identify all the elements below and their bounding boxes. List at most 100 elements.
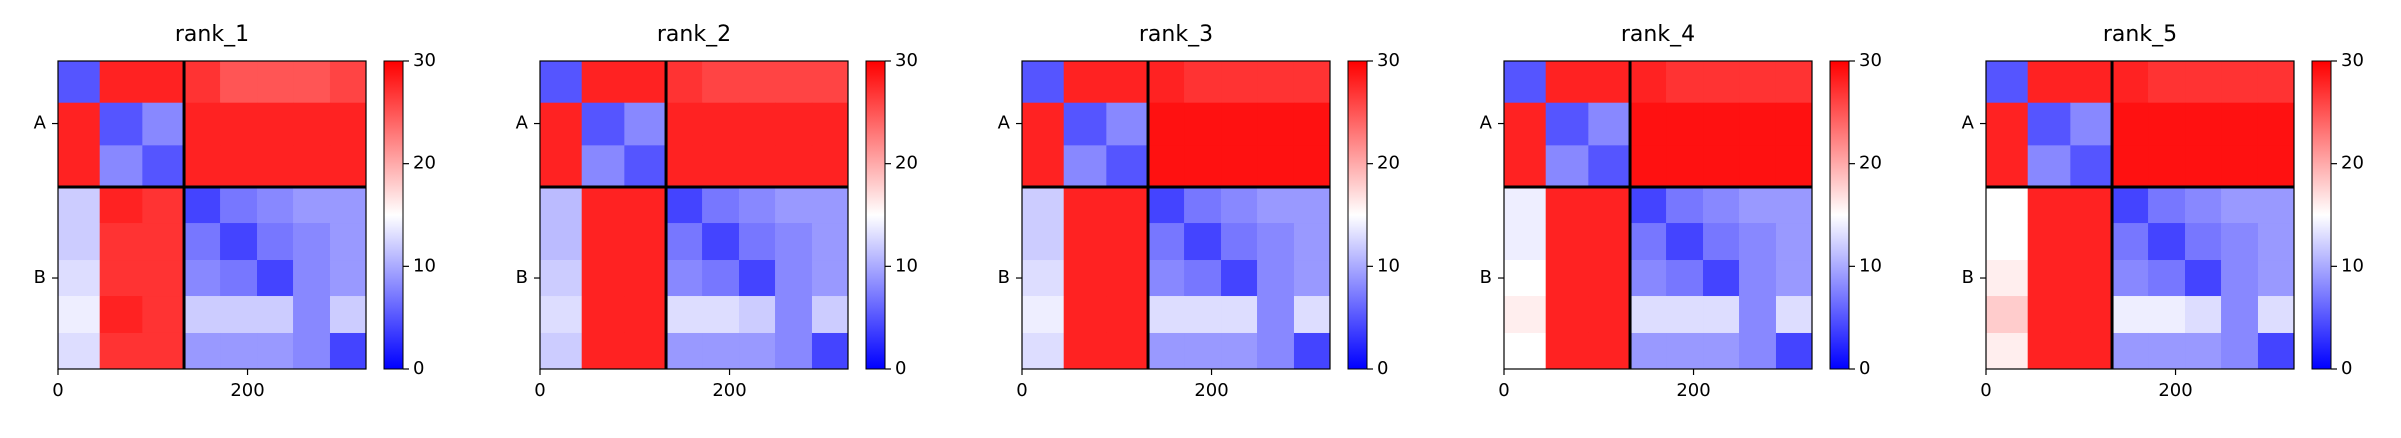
heatmap-cell xyxy=(2148,145,2186,188)
heatmap-cell xyxy=(1221,296,1258,334)
heatmap-cell xyxy=(2148,187,2186,224)
y-tick-label: B xyxy=(1962,267,1974,288)
heatmap-cell xyxy=(581,296,625,334)
heatmap-cell xyxy=(293,102,331,146)
heatmap-cell xyxy=(1504,102,1547,146)
heatmap-cell xyxy=(2070,260,2113,297)
x-tick-label: 0 xyxy=(1016,380,1027,401)
heatmap-cell xyxy=(2027,296,2071,334)
heatmap-cell xyxy=(1063,332,1107,370)
heatmap-cell xyxy=(1293,223,1331,261)
heatmap-cell xyxy=(1703,145,1740,188)
colorbar-tick-label: 0 xyxy=(2341,358,2352,379)
heatmap-cell xyxy=(1257,332,1295,370)
heatmap-cell xyxy=(2257,187,2295,224)
heatmap-cell xyxy=(666,145,703,188)
heatmap-cell xyxy=(329,296,367,334)
heatmap-cell xyxy=(624,145,667,188)
x-tick-label: 0 xyxy=(1498,380,1509,401)
heatmap-cell xyxy=(1775,332,1813,370)
heatmap-cell xyxy=(1063,223,1107,261)
heatmap-cell xyxy=(666,296,703,334)
heatmap-cell xyxy=(1184,260,1222,297)
heatmap-cell xyxy=(2070,332,2113,370)
heatmap-cell xyxy=(1106,102,1149,146)
heatmap-cell xyxy=(2185,223,2222,261)
heatmap-cell xyxy=(739,260,776,297)
heatmap-cell xyxy=(666,102,703,146)
heatmap-cell xyxy=(811,145,849,188)
heatmap-cell xyxy=(1106,61,1149,104)
heatmap-cell xyxy=(293,296,331,334)
heatmap-cell xyxy=(184,260,221,297)
heatmap-cell xyxy=(1986,187,2029,224)
heatmap-cell xyxy=(293,145,331,188)
heatmap-cell xyxy=(1545,223,1589,261)
heatmap-cell xyxy=(1148,187,1185,224)
heatmap-cell xyxy=(2257,260,2295,297)
heatmap-cell xyxy=(1986,296,2029,334)
heatmap-cell xyxy=(739,61,776,104)
heatmap-cell xyxy=(2027,260,2071,297)
heatmap-cell xyxy=(1148,145,1185,188)
heatmap-cell xyxy=(1775,260,1813,297)
heatmap-cell xyxy=(1666,296,1704,334)
x-tick-label: 200 xyxy=(230,380,264,401)
heatmap-cell xyxy=(2112,296,2149,334)
heatmap-cell xyxy=(811,332,849,370)
heatmap-cell xyxy=(1703,187,1740,224)
plot-frame xyxy=(1503,60,1813,370)
heatmap-cell xyxy=(58,223,101,261)
heatmap-cell xyxy=(540,61,583,104)
heatmap-cell xyxy=(329,223,367,261)
heatmap-cell xyxy=(142,187,185,224)
heatmap-cell xyxy=(1184,61,1222,104)
colorbar-tick-label: 30 xyxy=(413,50,436,71)
heatmap-cell xyxy=(58,332,101,370)
heatmap-cell xyxy=(1148,296,1185,334)
plot-frame xyxy=(539,60,849,370)
heatmap-cell xyxy=(257,296,294,334)
heatmap-cell xyxy=(257,102,294,146)
heatmap-cell xyxy=(2185,187,2222,224)
heatmap-cell xyxy=(666,187,703,224)
heatmap-cell xyxy=(220,332,258,370)
heatmap-cell xyxy=(1545,296,1589,334)
heatmap-cell xyxy=(99,145,143,188)
heatmap-cell xyxy=(1588,61,1631,104)
heatmap-cell xyxy=(1545,187,1589,224)
heatmap-cell xyxy=(2148,332,2186,370)
heatmap-cell xyxy=(775,145,813,188)
y-tick-label: B xyxy=(1480,267,1492,288)
heatmap-cell xyxy=(1022,296,1065,334)
panel-title: rank_3 xyxy=(1139,22,1213,47)
x-tick-label: 0 xyxy=(52,380,63,401)
heatmap-cell xyxy=(1630,223,1667,261)
heatmap-cell xyxy=(58,102,101,146)
heatmap-cell xyxy=(99,61,143,104)
heatmap-cell xyxy=(2027,332,2071,370)
heatmap-cell xyxy=(2070,102,2113,146)
y-tick-label: B xyxy=(998,267,1010,288)
heatmap-cell xyxy=(1221,61,1258,104)
heatmap-cell xyxy=(581,145,625,188)
colorbar-tick-label: 20 xyxy=(1859,153,1882,174)
heatmap-cell xyxy=(1588,260,1631,297)
heatmap-cell xyxy=(1504,61,1547,104)
heatmap-cell xyxy=(1703,332,1740,370)
heatmap-cell xyxy=(540,223,583,261)
heatmap-cell xyxy=(1221,260,1258,297)
heatmap-cell xyxy=(1106,145,1149,188)
heatmap-cell xyxy=(1063,61,1107,104)
heatmap-cell xyxy=(775,332,813,370)
heatmap-cell xyxy=(1630,332,1667,370)
heatmap-cell xyxy=(1184,102,1222,146)
heatmap-cell xyxy=(1775,223,1813,261)
heatmap-cell xyxy=(1257,145,1295,188)
colorbar-tick-label: 0 xyxy=(1859,358,1870,379)
heatmap-cell xyxy=(2185,145,2222,188)
heatmap-cell xyxy=(1148,260,1185,297)
heatmap-cell xyxy=(1630,296,1667,334)
heatmap-cell xyxy=(1022,61,1065,104)
heatmap-cell xyxy=(1666,61,1704,104)
